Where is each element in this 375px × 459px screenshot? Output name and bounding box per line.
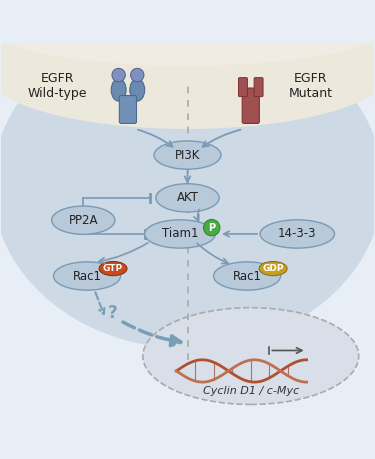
- Ellipse shape: [52, 206, 115, 235]
- Text: PI3K: PI3K: [175, 149, 200, 162]
- Ellipse shape: [111, 79, 126, 101]
- Ellipse shape: [99, 262, 127, 276]
- Ellipse shape: [145, 220, 215, 248]
- FancyBboxPatch shape: [238, 78, 248, 96]
- Text: GDP: GDP: [262, 264, 284, 273]
- FancyBboxPatch shape: [254, 78, 263, 96]
- Text: Cyclin D1 / c-Myc: Cyclin D1 / c-Myc: [202, 386, 299, 397]
- Text: 14-3-3: 14-3-3: [278, 228, 316, 241]
- Text: Rac1: Rac1: [72, 269, 102, 283]
- Text: AKT: AKT: [177, 191, 198, 204]
- FancyBboxPatch shape: [119, 95, 136, 123]
- Circle shape: [130, 68, 144, 82]
- Ellipse shape: [0, 0, 375, 66]
- Text: ?: ?: [108, 304, 118, 322]
- Ellipse shape: [260, 220, 334, 248]
- Ellipse shape: [259, 262, 287, 276]
- Text: EGFR
Mutant: EGFR Mutant: [288, 72, 332, 100]
- FancyBboxPatch shape: [242, 88, 260, 123]
- Ellipse shape: [213, 262, 280, 290]
- Circle shape: [204, 219, 220, 236]
- Ellipse shape: [154, 141, 221, 169]
- Ellipse shape: [0, 21, 375, 349]
- Text: EGFR
Wild-type: EGFR Wild-type: [27, 72, 87, 100]
- Text: P: P: [208, 223, 215, 233]
- Text: Tiam1: Tiam1: [162, 228, 198, 241]
- Ellipse shape: [156, 184, 219, 212]
- Ellipse shape: [0, 10, 375, 129]
- Ellipse shape: [54, 262, 120, 290]
- Text: GTP: GTP: [103, 264, 123, 273]
- Text: PP2A: PP2A: [69, 214, 98, 227]
- Circle shape: [112, 68, 125, 82]
- Ellipse shape: [130, 79, 145, 101]
- Ellipse shape: [143, 308, 359, 404]
- Text: Rac1: Rac1: [232, 269, 261, 283]
